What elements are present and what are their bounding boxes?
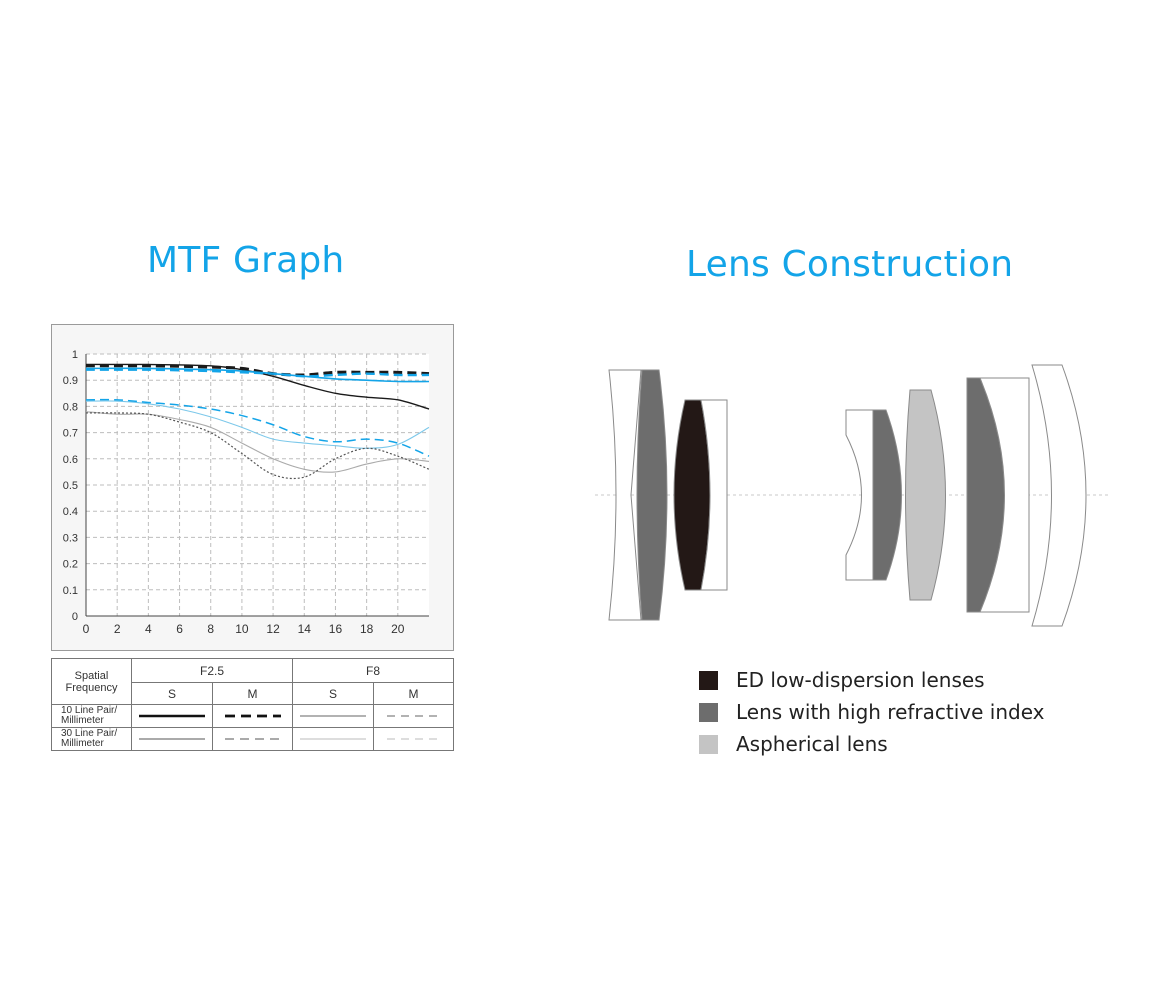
y-tick-label: 0.8 [63,401,78,413]
y-tick-label: 0.5 [63,480,78,492]
lens-element-6-high-index [872,409,902,581]
series-line-5 [85,411,430,473]
spatial-frequency-header: Spatial Frequency [51,658,132,705]
x-tick-label: 20 [391,622,405,636]
y-tick-label: 1 [72,349,78,361]
lens-element-2-high-index [636,369,668,621]
series-lines [85,363,430,480]
legend-sample-30lp-f2-5-m [211,727,294,751]
legend-sample-10lp-f8-s [292,704,375,728]
orientation-m-f2-5: M [211,682,294,705]
axes [85,354,429,617]
x-tick-label: 6 [176,622,183,636]
legend-item-high-index: Lens with high refractive index [699,696,1045,728]
x-tick-label: 18 [360,622,374,636]
lens-legend: ED low-dispersion lenses Lens with high … [699,664,1045,760]
legend-sample-30lp-f2-5-s [131,727,213,751]
aperture-header-f8: F8 [292,658,455,683]
lens-element-9 [979,377,1030,613]
lens-element-7-aspherical [905,389,946,601]
legend-sample-30lp-f8-s [292,727,375,751]
legend-swatch-aspherical [699,734,718,754]
lens-element-5 [845,409,874,581]
mtf-chart: 0 2 4 6 8 10 12 14 16 18 20 0 0.1 0.2 0.3 0.4 0.5 0.6 0.7 0… [63,349,430,636]
legend-item-ed: ED low-dispersion lenses [699,664,1045,696]
y-tick-label: 0.1 [63,585,78,597]
legend-label-high-index: Lens with high refractive index [736,700,1045,724]
y-tick-label: 0.4 [63,506,78,518]
legend-swatch-high-index [699,702,718,722]
legend-sample-10lp-f2-5-m [211,704,294,728]
lens-construction-diagram [595,364,1110,627]
x-tick-label: 8 [207,622,214,636]
mtf-graph-title: MTF Graph [147,240,345,281]
lens-element-3-ed [673,399,711,591]
legend-sample-10lp-f8-m [373,704,455,728]
y-tick-label: 0.9 [63,375,78,387]
legend-sample-10lp-f2-5-s [131,704,213,728]
x-tick-label: 4 [145,622,152,636]
lens-element-10 [1031,364,1087,627]
aperture-header-f2-5: F2.5 [130,658,294,683]
x-tick-label: 0 [83,622,90,636]
orientation-m-f8: M [373,682,455,705]
orientation-s-f2-5: S [131,682,213,705]
series-line-3 [85,368,430,378]
lens-construction-title: Lens Construction [686,244,1014,285]
legend-label-aspherical: Aspherical lens [736,732,888,756]
row-label-30lp: 30 Line Pair/ Millimeter [51,727,132,751]
series-line-7 [85,412,430,480]
y-tick-label: 0.2 [63,559,78,571]
series-line-6 [85,398,430,457]
y-tick-label: 0.7 [63,428,78,440]
lens-element-1 [608,369,642,621]
x-tick-label: 14 [298,622,312,636]
x-tick-label: 16 [329,622,343,636]
row-label-10lp: 10 Line Pair/ Millimeter [51,704,132,728]
orientation-s-f8: S [292,682,375,705]
series-line-4 [85,400,430,449]
tick-labels: 0 2 4 6 8 10 12 14 16 18 20 0 0.1 0.2 0.3 0.4 0.5 0.6 0.7 0… [63,349,405,636]
legend-swatch-ed [699,670,718,690]
x-tick-label: 10 [235,622,249,636]
mtf-legend-table: Spatial Frequency F2.5 F8 S M S M 10 Lin… [51,658,455,751]
legend-item-aspherical: Aspherical lens [699,728,1045,760]
y-tick-label: 0.3 [63,532,78,544]
lens-element-4 [700,399,728,591]
legend-sample-30lp-f8-m [373,727,455,751]
x-tick-label: 12 [266,622,280,636]
series-line-0 [85,363,430,410]
legend-label-ed: ED low-dispersion lenses [736,668,985,692]
x-tick-label: 2 [114,622,121,636]
y-tick-label: 0 [72,611,78,623]
y-tick-label: 0.6 [63,454,78,466]
